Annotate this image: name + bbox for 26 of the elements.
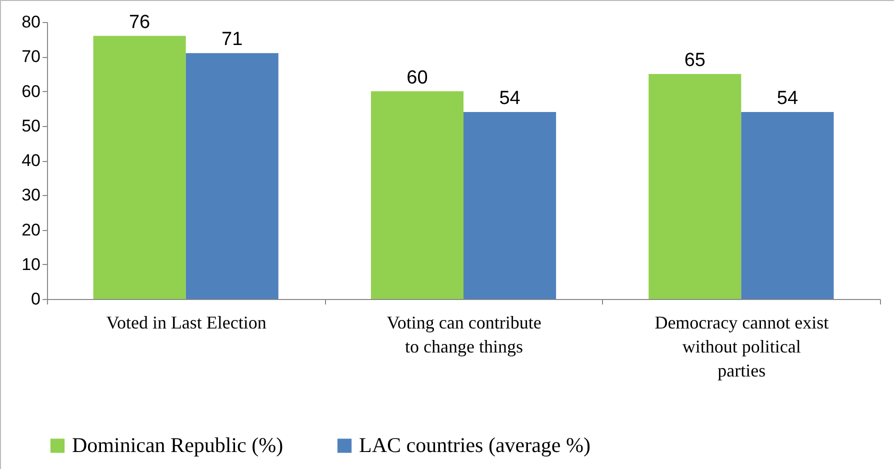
y-tick-label: 50 [22, 116, 40, 136]
x-tick-label: Voting can contribute to change things [386, 312, 542, 356]
y-tick-label: 70 [22, 47, 40, 66]
y-tick-label: 40 [22, 151, 40, 170]
data-label: 54 [499, 88, 521, 110]
data-label: 60 [406, 67, 428, 88]
data-label: 76 [128, 12, 150, 33]
y-tick-label: 0 [31, 290, 40, 308]
data-label: 71 [222, 29, 243, 50]
data-label: 65 [684, 50, 706, 71]
y-tick-label: 30 [22, 186, 40, 205]
y-tick-label: 20 [22, 220, 40, 240]
data-label: 54 [776, 88, 798, 110]
y-tick-label: 80 [22, 12, 40, 32]
x-tick-label: Democracy cannot exist without political parties [654, 312, 829, 380]
y-tick-label: 10 [22, 254, 40, 274]
bar [186, 53, 278, 299]
legend-label: LAC countries (average %) [359, 432, 590, 457]
bar [648, 74, 742, 299]
y-tick-label: 60 [22, 82, 40, 101]
bar [93, 36, 186, 299]
bar [741, 112, 834, 299]
bar [370, 91, 464, 299]
legend-label: Dominican Republic (%) [72, 432, 284, 457]
bar [464, 112, 556, 299]
x-tick-label: Voted in Last Election [106, 312, 266, 332]
